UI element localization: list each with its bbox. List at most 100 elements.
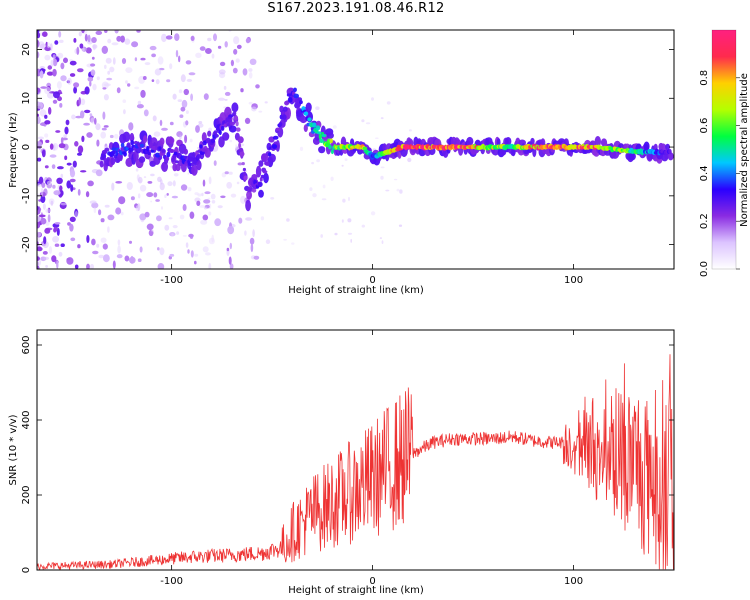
spectrogram-x-axis-label: Height of straight line (km)	[288, 285, 424, 296]
heatmap-cell	[64, 126, 69, 135]
heatmap-cell	[171, 157, 175, 163]
heatmap-cell	[128, 122, 134, 131]
heatmap-cell	[299, 146, 304, 151]
heatmap-cell	[123, 109, 126, 115]
heatmap-cell	[81, 135, 85, 142]
heatmap-cell	[255, 84, 260, 89]
heatmap-cell	[104, 30, 108, 33]
heatmap-cell	[104, 147, 110, 152]
heatmap-cell	[142, 135, 148, 144]
snr-frame	[36, 329, 675, 571]
heatmap-cell	[84, 86, 90, 95]
heatmap-cell	[37, 136, 45, 140]
heatmap-cell	[100, 218, 105, 223]
heatmap-cell	[199, 46, 206, 51]
heatmap-cell	[118, 196, 126, 205]
heatmap-cell	[361, 119, 365, 123]
heatmap-cell	[49, 154, 57, 158]
heatmap-cell	[270, 197, 275, 200]
heatmap-cell	[49, 43, 53, 51]
snr-series-line	[37, 354, 674, 570]
heatmap-cell	[188, 233, 194, 238]
heatmap-cell	[92, 250, 99, 255]
heatmap-cell	[59, 39, 64, 44]
heatmap-cell	[46, 71, 54, 76]
heatmap-cell	[42, 31, 48, 37]
heatmap-cell	[182, 235, 187, 237]
heatmap-cell	[385, 189, 390, 192]
heatmap-cell	[189, 138, 193, 143]
heatmap-cell	[54, 243, 60, 247]
heatmap-cell	[140, 57, 146, 61]
heatmap-cell	[643, 141, 650, 152]
heatmap-cell	[208, 127, 213, 132]
heatmap-cell	[52, 99, 58, 104]
heatmap-cell	[181, 99, 188, 108]
heatmap-cell	[147, 181, 153, 184]
heatmap-cell	[57, 52, 64, 59]
heatmap-cell	[328, 144, 332, 150]
heatmap-cell	[126, 143, 131, 148]
heatmap-cell	[109, 134, 114, 139]
heatmap-cell	[248, 101, 253, 105]
heatmap-cell	[65, 119, 70, 126]
colorbar: 0.0 0.2 0.4 0.6 0.8 Normalized spectral ampl…	[699, 29, 750, 277]
heatmap-cell	[91, 37, 97, 43]
colorbar-tick-label: 0.6	[699, 118, 710, 134]
heatmap-cell	[283, 106, 288, 112]
heatmap-cell	[251, 174, 258, 181]
heatmap-cell	[80, 110, 85, 119]
heatmap-cell	[38, 176, 44, 185]
heatmap-cell	[70, 184, 74, 192]
heatmap-cell	[130, 139, 135, 146]
heatmap-cell	[90, 117, 96, 124]
heatmap-cell	[668, 148, 672, 155]
heatmap-cell	[228, 256, 232, 265]
heatmap-cell	[178, 55, 181, 63]
heatmap-cell	[236, 127, 241, 132]
heatmap-cell	[117, 245, 121, 254]
heatmap-cell	[115, 150, 119, 157]
heatmap-cell	[229, 121, 236, 126]
spectrogram-y-tick-label: -20	[21, 236, 32, 252]
heatmap-cell	[229, 139, 233, 143]
heatmap-cell	[466, 136, 474, 146]
heatmap-cell	[224, 91, 231, 96]
heatmap-cell	[289, 87, 294, 92]
heatmap-cell	[74, 264, 79, 269]
heatmap-cell	[185, 110, 189, 114]
spectrogram-y-tick-label: 10	[21, 92, 32, 105]
heatmap-cell	[205, 48, 212, 54]
heatmap-cell	[56, 260, 59, 269]
heatmap-cell	[220, 195, 226, 199]
heatmap-cell	[66, 257, 74, 265]
heatmap-cell	[87, 180, 94, 187]
heatmap-cell	[379, 237, 382, 239]
heatmap-cell	[44, 165, 49, 169]
heatmap-cell	[334, 232, 338, 236]
heatmap-cell	[47, 214, 51, 223]
heatmap-cell	[164, 194, 167, 198]
colorbar-tick-label: 0.4	[699, 165, 710, 181]
heatmap-cell	[167, 136, 175, 144]
heatmap-cell	[137, 100, 142, 105]
heatmap-cell	[194, 253, 199, 257]
heatmap-cell	[164, 224, 170, 231]
heatmap-cell	[60, 173, 64, 179]
heatmap-cell	[40, 195, 46, 204]
heatmap-cell	[114, 30, 119, 34]
heatmap-cell	[171, 233, 174, 237]
heatmap-cell	[52, 68, 57, 77]
heatmap-cell	[180, 184, 188, 191]
heatmap-cell	[81, 30, 85, 34]
heatmap-cell	[74, 141, 79, 147]
colorbar-ticks: 0.0 0.2 0.4 0.6 0.8	[699, 70, 740, 277]
heatmap-cell	[231, 102, 239, 113]
heatmap-cell	[244, 230, 247, 236]
heatmap-cell	[77, 145, 84, 154]
snr-x-tick-label: -100	[160, 576, 183, 587]
colorbar-label: Normalized spectral amplitude	[739, 73, 750, 227]
snr-x-tick-label: 100	[564, 576, 583, 587]
heatmap-cell	[159, 247, 165, 256]
heatmap-cell	[104, 145, 110, 149]
